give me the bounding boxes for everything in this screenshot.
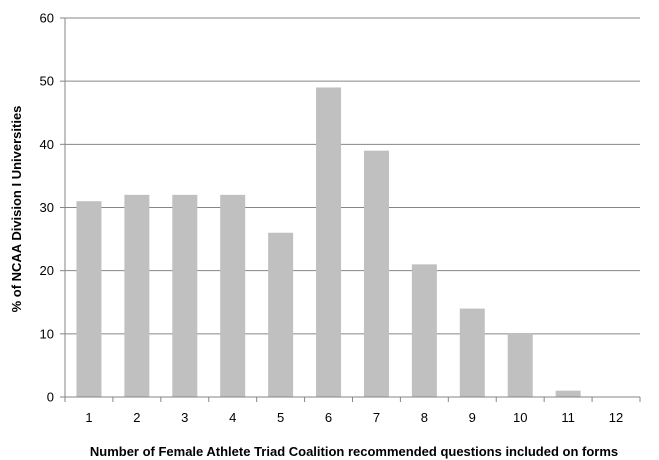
bar [411, 264, 437, 397]
bar [76, 201, 102, 397]
y-tick-label: 60 [40, 11, 54, 26]
gridlines [65, 17, 640, 335]
x-tick-labels: 1 2 3 4 5 6 7 8 9 10 11 12 [85, 410, 623, 425]
bar [363, 150, 389, 397]
x-tick-label: 10 [513, 410, 527, 425]
bar [220, 194, 246, 397]
y-tick-label: 30 [40, 200, 54, 215]
bar [124, 194, 150, 397]
x-tick-label: 7 [373, 410, 380, 425]
x-tick-label: 6 [325, 410, 332, 425]
bar [172, 194, 198, 397]
x-tick-label: 9 [469, 410, 476, 425]
bar [316, 87, 342, 397]
y-tick-labels: 0 10 20 30 40 50 60 [40, 11, 54, 405]
y-tick-label: 10 [40, 326, 54, 341]
x-tick-label: 8 [421, 410, 428, 425]
x-tick-label: 11 [561, 410, 575, 425]
axes [60, 17, 641, 402]
x-tick-label: 12 [609, 410, 623, 425]
x-tick-label: 2 [133, 410, 140, 425]
x-axis-title: Number of Female Athlete Triad Coalition… [90, 444, 618, 459]
bars [76, 87, 581, 397]
bar [268, 232, 294, 397]
bar [507, 333, 533, 397]
y-tick-label: 20 [40, 263, 54, 278]
x-tick-label: 4 [229, 410, 236, 425]
bar [555, 390, 581, 397]
y-tick-label: 0 [47, 390, 54, 405]
x-tick-label: 1 [85, 410, 92, 425]
x-tick-label: 3 [181, 410, 188, 425]
bar [459, 308, 485, 397]
x-tick-label: 5 [277, 410, 284, 425]
y-axis-title: % of NCAA Division I Universities [9, 106, 24, 313]
y-tick-label: 50 [40, 74, 54, 89]
y-tick-label: 40 [40, 137, 54, 152]
